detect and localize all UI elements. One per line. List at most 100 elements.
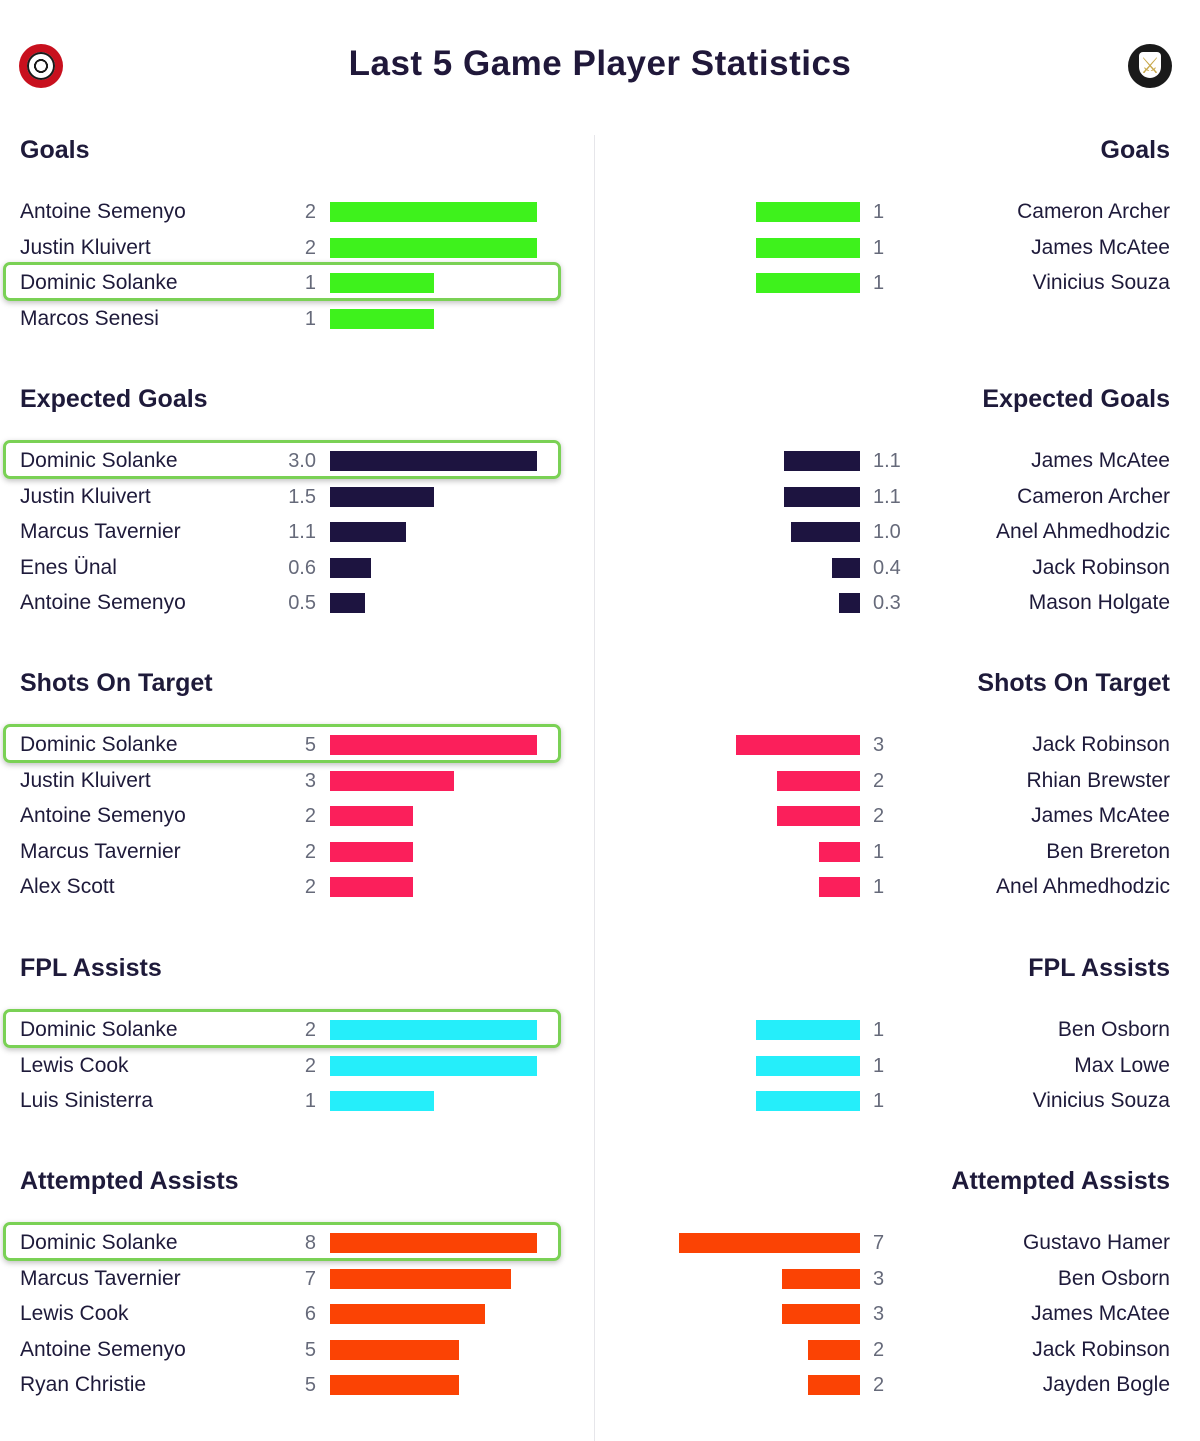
highlight-box <box>3 440 561 479</box>
player-name: James McAtee <box>1031 235 1170 259</box>
stat-bar <box>330 522 406 542</box>
stat-bar <box>808 1375 860 1395</box>
stat-bar <box>819 877 860 897</box>
stat-value-label: 2 <box>304 1019 316 1041</box>
goals-title-left: Goals <box>20 136 90 164</box>
stat-bar <box>756 273 860 293</box>
stat-bar <box>330 877 413 897</box>
stat-bar <box>330 770 454 791</box>
stat-bar <box>330 1339 459 1360</box>
stat-bar <box>808 1339 860 1360</box>
player-name: James McAtee <box>1031 1302 1170 1325</box>
shots-on-target-title-left: Shots On Target <box>20 669 213 697</box>
stat-bar <box>756 1055 860 1076</box>
stat-bar <box>782 1268 860 1289</box>
stat-value-label: 2 <box>873 805 885 827</box>
stat-value-label: 6 <box>304 1303 316 1325</box>
stat-value-label: 1 <box>873 201 885 223</box>
stat-value-label: 2 <box>304 840 316 863</box>
stat-bar <box>330 735 537 755</box>
stat-bar <box>330 1091 434 1111</box>
player-name: Antoine Semenyo <box>20 1337 186 1361</box>
stat-bar <box>756 1020 860 1040</box>
center-divider <box>594 135 595 1441</box>
highlight-box <box>3 724 561 763</box>
football-icon <box>27 52 55 80</box>
stat-bar <box>756 202 860 222</box>
expected-goals-title-left: Expected Goals <box>20 385 208 413</box>
player-name: James McAtee <box>1031 804 1170 827</box>
stat-value-label: 7 <box>873 1232 885 1254</box>
stat-bar <box>784 451 860 471</box>
stat-value-label: 2 <box>304 236 316 259</box>
attempted-assists-title-right: Attempted Assists <box>951 1167 1170 1195</box>
player-name: Justin Kluivert <box>20 235 151 259</box>
stat-value-label: 1.1 <box>288 521 316 543</box>
stat-bar <box>330 1233 537 1253</box>
player-name: Mason Holgate <box>1028 591 1170 614</box>
stat-value-label: 7 <box>304 1267 316 1290</box>
player-name: James McAtee <box>1031 449 1170 472</box>
stat-value-label: 1 <box>873 236 885 259</box>
stat-value-label: 3 <box>873 1303 885 1325</box>
stat-value-label: 1 <box>304 272 316 294</box>
stat-bar <box>330 1055 537 1076</box>
stat-value-label: 1 <box>873 272 885 294</box>
attempted-assists-title-left: Attempted Assists <box>20 1167 239 1195</box>
stat-value-label: 3.0 <box>288 450 316 472</box>
stat-value-label: 1 <box>873 876 885 898</box>
player-name: Cameron Archer <box>1017 484 1170 508</box>
player-name: Alex Scott <box>20 875 115 898</box>
page-title: Last 5 Game Player Statistics <box>348 44 852 83</box>
player-name: Rhian Brewster <box>1026 768 1170 792</box>
stat-value-label: 1.0 <box>873 521 901 543</box>
stat-value-label: 8 <box>304 1232 316 1254</box>
player-name: Marcus Tavernier <box>20 1266 181 1290</box>
stat-bar <box>756 237 860 258</box>
player-name: Justin Kluivert <box>20 484 151 508</box>
expected-goals-title-right: Expected Goals <box>982 385 1170 413</box>
stat-bar <box>330 593 365 613</box>
stat-value-label: 1 <box>873 840 885 863</box>
stat-value-label: 1.1 <box>873 485 901 508</box>
player-name: Ryan Christie <box>20 1373 147 1396</box>
stat-value-label: 2 <box>304 805 316 827</box>
stat-bar <box>839 593 860 613</box>
player-name: Justin Kluivert <box>20 768 151 792</box>
stat-bar <box>330 451 537 471</box>
player-name: Cameron Archer <box>1017 200 1170 223</box>
stat-value-label: 2 <box>304 201 316 223</box>
player-name: Enes Ünal <box>20 555 117 579</box>
player-name: Dominic Solanke <box>20 733 178 756</box>
stat-value-label: 5 <box>304 1374 316 1396</box>
player-name: Dominic Solanke <box>20 1231 178 1254</box>
shots-on-target-title-right: Shots On Target <box>977 669 1170 697</box>
stat-value-label: 3 <box>873 734 885 756</box>
stat-value-label: 1 <box>873 1054 885 1077</box>
stat-bar <box>330 1020 537 1040</box>
stat-bar <box>330 1304 485 1324</box>
stat-value-label: 0.3 <box>873 592 901 614</box>
stat-value-label: 1 <box>304 307 316 330</box>
player-name: Lewis Cook <box>20 1302 129 1325</box>
player-name: Marcus Tavernier <box>20 839 181 863</box>
player-name: Jack Robinson <box>1032 1337 1170 1361</box>
stat-bar <box>330 237 537 258</box>
stat-value-label: 5 <box>304 734 316 756</box>
player-name: Ben Osborn <box>1057 1018 1170 1041</box>
stat-value-label: 2 <box>304 1054 316 1077</box>
highlight-box <box>3 1009 561 1048</box>
player-name: Anel Ahmedhodzic <box>996 875 1170 898</box>
stat-value-label: 2 <box>873 769 885 792</box>
stat-value-label: 1 <box>304 1090 316 1112</box>
stat-bar <box>330 202 537 222</box>
goals-title-right: Goals <box>1100 136 1170 164</box>
stat-bar <box>784 486 860 507</box>
stat-bar <box>330 806 413 826</box>
stat-value-label: 3 <box>304 769 316 792</box>
stat-bar <box>791 522 860 542</box>
stat-bar <box>679 1233 860 1253</box>
stat-bar <box>330 841 413 862</box>
stat-bar <box>819 841 860 862</box>
